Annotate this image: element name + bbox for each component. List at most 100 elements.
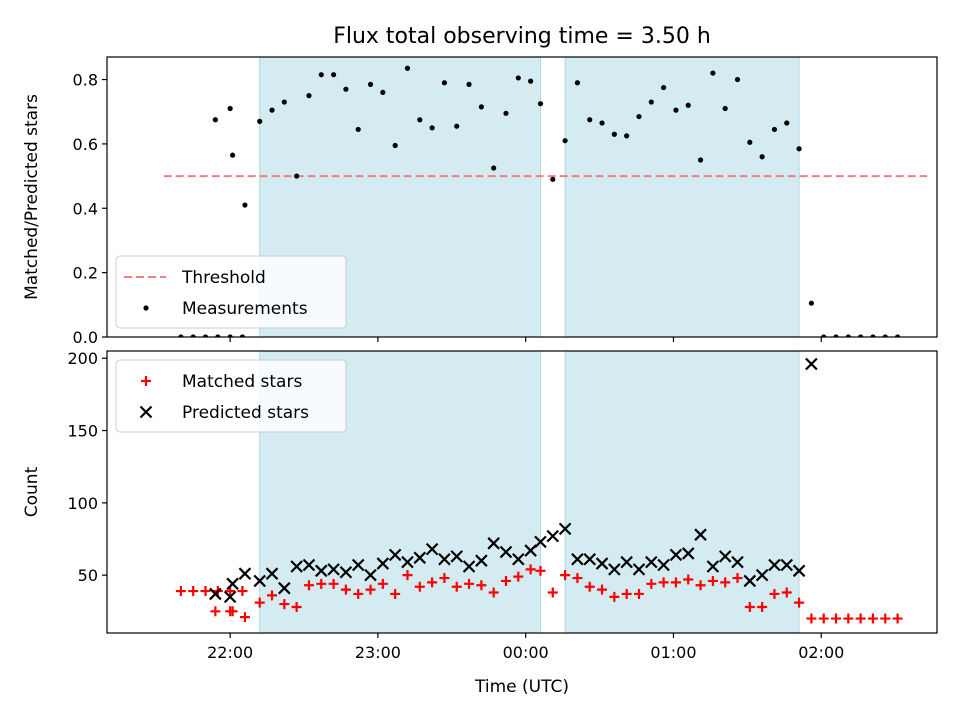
data-point: [780, 558, 794, 572]
data-point: [254, 597, 265, 608]
data-point: [546, 529, 560, 543]
data-point: [833, 334, 839, 337]
data-point: [429, 125, 435, 131]
data-point: [327, 563, 340, 576]
data-point: [290, 560, 303, 573]
legend-label: Matched stars: [182, 372, 302, 392]
y-tick-label: 0.0: [73, 328, 98, 347]
data-point: [380, 89, 386, 96]
data-point: [466, 81, 472, 87]
data-point: [599, 120, 605, 126]
data-point: [694, 528, 707, 541]
series-measurements: [178, 65, 901, 337]
data-point: [584, 581, 595, 592]
data-point: [279, 599, 290, 610]
legend-box: [115, 255, 347, 329]
data-point: [227, 334, 233, 337]
x-axis-label: Time (UTC): [474, 677, 569, 697]
data-point: [718, 550, 732, 563]
data-point: [441, 80, 448, 86]
data-point: [278, 581, 291, 595]
data-point: [892, 613, 903, 624]
data-point: [414, 581, 425, 592]
data-point: [621, 588, 632, 599]
data-point: [757, 601, 768, 612]
data-point: [351, 558, 365, 572]
data-point: [188, 586, 199, 597]
data-point: [855, 613, 866, 624]
data-point: [595, 557, 609, 570]
data-point: [661, 84, 667, 91]
x-tick-label: 23:00: [355, 643, 401, 662]
data-point: [743, 574, 757, 588]
data-point: [392, 142, 398, 149]
data-point: [572, 573, 583, 584]
observing-window: [564, 351, 800, 633]
data-point: [794, 597, 805, 608]
data-point: [796, 146, 802, 152]
data-point: [744, 601, 755, 612]
data-point: [314, 564, 328, 578]
data-point: [685, 102, 691, 108]
data-point: [597, 584, 608, 595]
data-point: [242, 202, 248, 208]
data-point: [190, 334, 196, 337]
legend-box: [115, 359, 347, 433]
data-point: [534, 535, 547, 549]
data-point: [792, 564, 806, 578]
data-point: [239, 334, 246, 337]
data-point: [609, 591, 620, 602]
data-point: [355, 126, 361, 133]
data-point: [645, 555, 658, 569]
data-point: [633, 588, 644, 599]
data-point: [858, 334, 864, 337]
series-matched-stars: [175, 564, 903, 624]
data-point: [328, 578, 339, 589]
data-point: [537, 101, 544, 107]
data-point: [695, 580, 706, 591]
data-point: [550, 176, 556, 182]
data-point: [681, 547, 695, 560]
axes-frame: [106, 56, 938, 338]
data-point: [267, 590, 278, 601]
data-point: [755, 568, 769, 582]
data-point: [227, 606, 238, 617]
y-tick-label: 200: [67, 349, 98, 368]
data-point: [499, 545, 513, 559]
data-point: [291, 601, 302, 612]
legend: Matched stars Predicted stars: [115, 359, 347, 433]
data-point: [784, 120, 790, 126]
chart-title: Flux total observing time = 3.50 h: [333, 24, 711, 49]
ratio-panel: 0.0 0.2 0.4 0.6 0.8 Matched/Predicted stars Th…: [22, 56, 938, 347]
data-point: [558, 522, 572, 536]
data-point: [390, 588, 401, 599]
data-point: [808, 300, 814, 306]
data-point: [239, 612, 250, 623]
data-point: [547, 587, 558, 598]
data-point: [215, 334, 221, 337]
data-point: [769, 588, 780, 599]
data-point: [212, 117, 218, 123]
y-tick-label: 50: [78, 566, 98, 585]
data-point: [377, 578, 388, 589]
data-point: [731, 555, 744, 569]
data-point: [587, 117, 593, 123]
data-point: [722, 105, 728, 112]
data-point: [673, 107, 679, 113]
data-point: [658, 577, 669, 588]
data-point: [488, 587, 499, 598]
data-point: [710, 70, 716, 76]
data-point: [734, 76, 741, 83]
data-point: [175, 586, 186, 597]
x-tick-label: 00:00: [503, 643, 549, 662]
data-point: [202, 334, 209, 337]
data-point: [210, 606, 221, 617]
data-point: [768, 558, 781, 572]
data-point: [646, 578, 657, 589]
data-point: [707, 575, 718, 586]
data-point: [303, 580, 314, 591]
y-tick-label: 0.8: [73, 71, 98, 90]
data-point: [478, 104, 484, 110]
data-point: [427, 577, 438, 588]
data-point: [880, 613, 891, 624]
